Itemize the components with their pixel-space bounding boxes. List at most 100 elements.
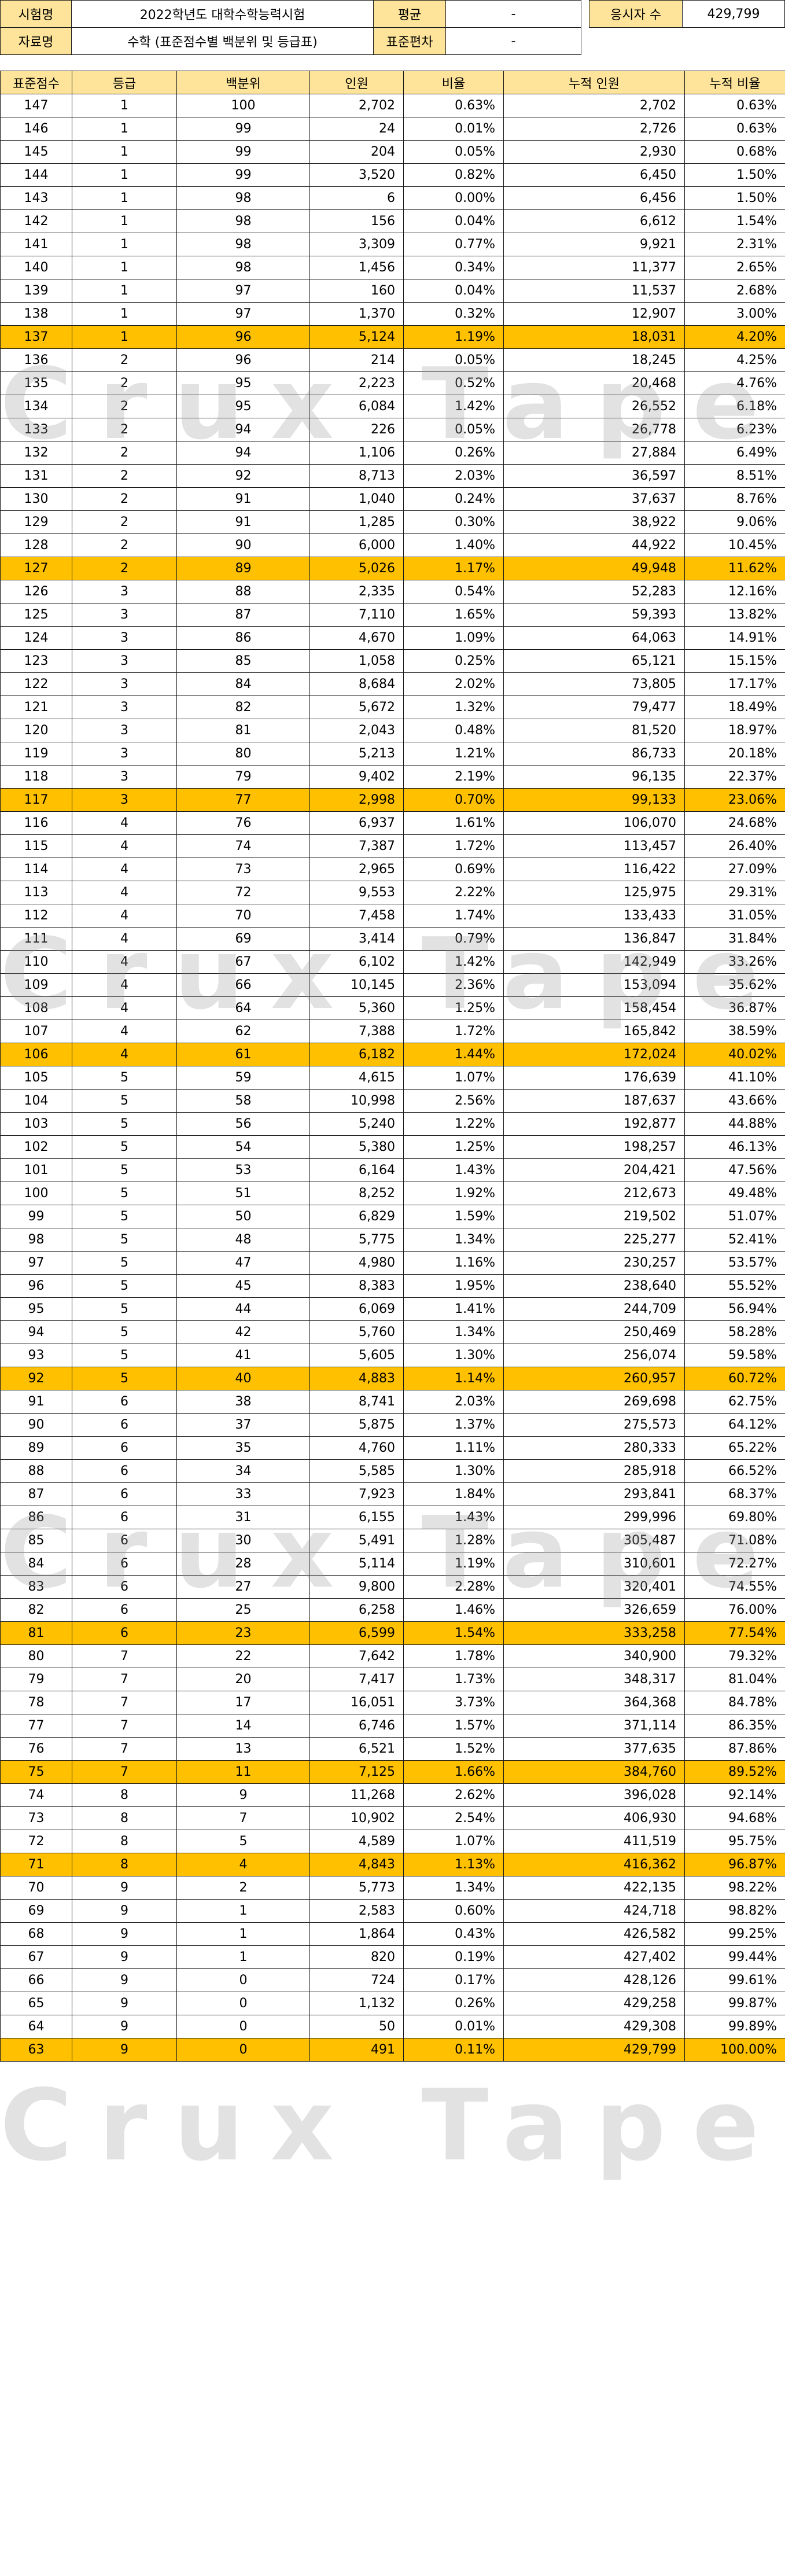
cell-cumulative-count: 64,063 [503,626,685,650]
cell-ratio: 1.73% [403,1668,504,1691]
cell-ratio: 0.05% [403,418,504,441]
cell-cumulative-ratio: 51.07% [684,1205,785,1228]
cell-percentile: 97 [176,302,310,326]
table-row: 88 6 34 5,585 1.30% 285,918 66.52% [0,1459,785,1483]
table-row: 68 9 1 1,864 0.43% 426,582 99.25% [0,1922,785,1946]
cell-ratio: 0.48% [403,719,504,742]
cell-cumulative-count: 86,733 [503,742,685,766]
cell-percentile: 61 [176,1043,310,1066]
cell-percentile: 5 [176,1830,310,1853]
cell-grade: 1 [72,209,177,233]
cell-standard-score: 135 [0,371,72,395]
table-row: 80 7 22 7,642 1.78% 340,900 79.32% [0,1644,785,1668]
cell-grade: 7 [72,1714,177,1738]
cell-cumulative-ratio: 0.63% [684,117,785,141]
cell-count: 226 [309,418,404,441]
cell-standard-score: 99 [0,1205,72,1228]
table-row: 117 3 77 2,998 0.70% 99,133 23.06% [0,788,785,812]
table-row: 79 7 20 7,417 1.73% 348,317 81.04% [0,1668,785,1691]
cell-cumulative-count: 59,393 [503,603,685,627]
table-row: 81 6 23 6,599 1.54% 333,258 77.54% [0,1621,785,1645]
cell-standard-score: 145 [0,140,72,164]
cell-cumulative-ratio: 6.49% [684,441,785,465]
cell-percentile: 30 [176,1529,310,1552]
cell-cumulative-count: 326,659 [503,1598,685,1622]
cell-cumulative-ratio: 11.62% [684,557,785,580]
cell-percentile: 98 [176,209,310,233]
cell-ratio: 1.59% [403,1205,504,1228]
table-row: 92 5 40 4,883 1.14% 260,957 60.72% [0,1367,785,1390]
cell-standard-score: 71 [0,1853,72,1876]
table-row: 145 1 99 204 0.05% 2,930 0.68% [0,140,785,164]
cell-grade: 2 [72,464,177,488]
table-row: 137 1 96 5,124 1.19% 18,031 4.20% [0,325,785,349]
cell-cumulative-count: 429,258 [503,1992,685,2015]
table-row: 106 4 61 6,182 1.44% 172,024 40.02% [0,1043,785,1066]
cell-count: 1,370 [309,302,404,326]
cell-percentile: 1 [176,1899,310,1923]
cell-grade: 5 [72,1367,177,1390]
cell-count: 2,043 [309,719,404,742]
cell-ratio: 1.16% [403,1251,504,1275]
cell-standard-score: 112 [0,904,72,928]
cell-standard-score: 141 [0,233,72,256]
cell-cumulative-count: 12,907 [503,302,685,326]
cell-grade: 3 [72,603,177,627]
cell-percentile: 95 [176,371,310,395]
table-body: 147 1 100 2,702 0.63% 2,702 0.63% 146 1 99 24 0.01%… [0,94,785,2062]
cell-cumulative-ratio: 35.62% [684,973,785,997]
cell-cumulative-count: 27,884 [503,441,685,465]
cell-grade: 3 [72,742,177,766]
cell-cumulative-ratio: 55.52% [684,1274,785,1298]
table-row: 90 6 37 5,875 1.37% 275,573 64.12% [0,1413,785,1437]
cell-standard-score: 143 [0,186,72,210]
cell-percentile: 94 [176,441,310,465]
table-row: 111 4 69 3,414 0.79% 136,847 31.84% [0,927,785,951]
cell-percentile: 85 [176,649,310,673]
cell-standard-score: 77 [0,1714,72,1738]
cell-percentile: 96 [176,348,310,372]
cell-standard-score: 131 [0,464,72,488]
cell-percentile: 35 [176,1436,310,1460]
cell-count: 6,155 [309,1506,404,1529]
cell-ratio: 2.03% [403,1390,504,1414]
cell-cumulative-count: 371,114 [503,1714,685,1738]
cell-standard-score: 79 [0,1668,72,1691]
cell-count: 1,456 [309,256,404,279]
table-row: 93 5 41 5,605 1.30% 256,074 59.58% [0,1344,785,1367]
cell-standard-score: 134 [0,395,72,418]
mean-value: - [445,0,581,28]
cell-percentile: 0 [176,2038,310,2062]
cell-percentile: 79 [176,765,310,789]
exam-name-label: 시험명 [0,0,72,28]
table-row: 91 6 38 8,741 2.03% 269,698 62.75% [0,1390,785,1414]
mean-label: 평균 [373,0,446,28]
cell-percentile: 40 [176,1367,310,1390]
cell-percentile: 0 [176,1968,310,1992]
cell-grade: 3 [72,765,177,789]
cell-ratio: 1.74% [403,904,504,928]
cell-percentile: 9 [176,1783,310,1807]
cell-ratio: 1.34% [403,1876,504,1900]
table-row: 122 3 84 8,684 2.02% 73,805 17.17% [0,672,785,696]
cell-grade: 8 [72,1830,177,1853]
table-row: 83 6 27 9,800 2.28% 320,401 74.55% [0,1575,785,1599]
cell-percentile: 64 [176,996,310,1020]
cell-cumulative-ratio: 100.00% [684,2038,785,2062]
cell-count: 160 [309,279,404,303]
cell-standard-score: 133 [0,418,72,441]
cell-ratio: 1.32% [403,695,504,719]
cell-grade: 2 [72,510,177,534]
cell-count: 6,937 [309,811,404,835]
table-row: 99 5 50 6,829 1.59% 219,502 51.07% [0,1205,785,1228]
table-row: 124 3 86 4,670 1.09% 64,063 14.91% [0,626,785,650]
cell-cumulative-count: 333,258 [503,1621,685,1645]
cell-standard-score: 68 [0,1922,72,1946]
table-row: 71 8 4 4,843 1.13% 416,362 96.87% [0,1853,785,1876]
cell-cumulative-ratio: 2.31% [684,233,785,256]
cell-grade: 4 [72,950,177,974]
header-grade: 등급 [72,71,177,94]
cell-cumulative-count: 6,612 [503,209,685,233]
cell-cumulative-count: 37,637 [503,487,685,511]
cell-percentile: 67 [176,950,310,974]
